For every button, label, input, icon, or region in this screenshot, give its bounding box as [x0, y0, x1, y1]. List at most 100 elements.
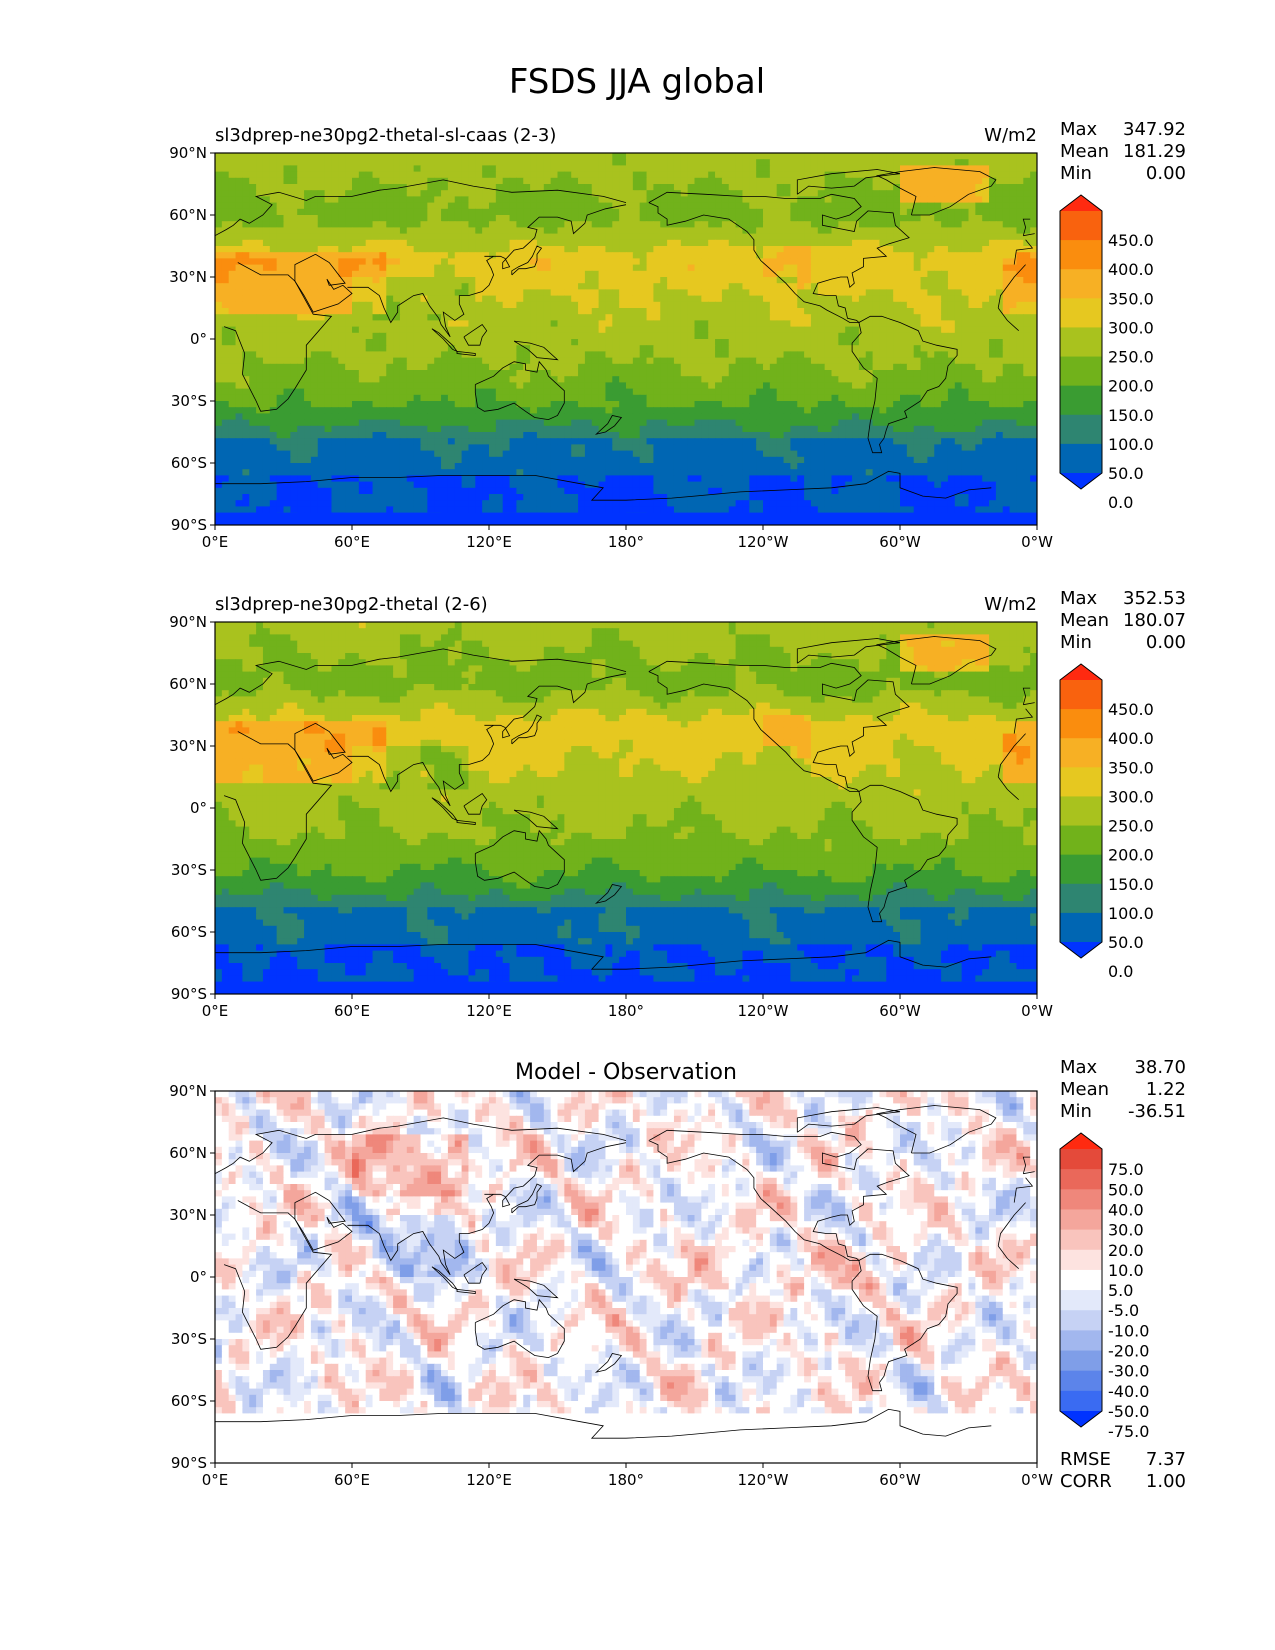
- field-cell: [454, 239, 463, 247]
- field-cell: [639, 401, 648, 408]
- field-cell: [399, 215, 408, 222]
- field-cell: [817, 246, 826, 253]
- field-cell: [1023, 289, 1031, 297]
- field-cell: [982, 215, 990, 222]
- field-cell: [927, 258, 935, 266]
- field-cell: [1030, 376, 1037, 383]
- field-cell: [954, 184, 963, 191]
- field-cell: [352, 370, 360, 377]
- field-cell: [1023, 388, 1031, 396]
- field-cell: [228, 258, 237, 266]
- field-cell: [872, 264, 881, 272]
- field-cell: [968, 202, 976, 210]
- field-cell: [427, 177, 435, 185]
- field-cell: [769, 388, 778, 396]
- field-cell: [427, 221, 435, 228]
- field-cell: [838, 190, 846, 197]
- field-cell: [797, 171, 805, 179]
- field-cell: [228, 171, 237, 179]
- field-cell: [927, 208, 935, 216]
- field-cell: [215, 308, 223, 315]
- field-cell: [1023, 159, 1031, 166]
- field-cell: [482, 351, 490, 359]
- field-cell: [920, 153, 928, 160]
- field-cell: [906, 239, 915, 247]
- field-cell: [256, 320, 264, 328]
- field-cell: [776, 308, 785, 315]
- field-cell: [735, 326, 744, 334]
- field-cell: [872, 171, 881, 179]
- field-cell: [584, 308, 593, 315]
- field-cell: [694, 401, 702, 408]
- field-cell: [578, 239, 586, 247]
- field-cell: [482, 277, 490, 284]
- field-cell: [509, 295, 517, 303]
- field-cell: [968, 345, 976, 352]
- field-cell: [632, 177, 641, 185]
- field-cell: [626, 363, 634, 371]
- field-cell: [221, 208, 230, 216]
- field-cell: [749, 376, 757, 383]
- field-cell: [619, 233, 627, 241]
- field-cell: [276, 252, 285, 259]
- field-cell: [673, 277, 682, 284]
- field-cell: [584, 196, 593, 204]
- field-cell: [673, 332, 682, 340]
- field-cell: [399, 177, 408, 185]
- field-cell: [708, 184, 716, 191]
- field-cell: [441, 332, 449, 340]
- field-cell: [1002, 208, 1011, 216]
- field-cell: [427, 363, 435, 371]
- field-cell: [420, 283, 428, 290]
- field-cell: [673, 283, 682, 290]
- field-cell: [413, 184, 422, 191]
- field-cell: [571, 196, 579, 204]
- field-cell: [865, 332, 874, 340]
- field-cell: [584, 258, 593, 266]
- field-cell: [434, 227, 442, 235]
- field-cell: [1016, 308, 1024, 315]
- field-cell: [447, 320, 456, 328]
- field-cell: [790, 357, 798, 365]
- field-cell: [235, 227, 243, 235]
- field-cell: [756, 345, 764, 352]
- field-cell: [694, 320, 702, 328]
- field-cell: [427, 345, 435, 352]
- field-cell: [352, 351, 360, 359]
- field-cell: [427, 370, 435, 377]
- field-cell: [838, 376, 846, 383]
- field-cell: [406, 153, 415, 160]
- field-cell: [626, 370, 634, 377]
- field-cell: [276, 301, 285, 309]
- field-cell: [441, 351, 449, 359]
- field-cell: [235, 376, 243, 383]
- field-cell: [612, 177, 620, 185]
- field-cell: [721, 208, 730, 216]
- field-cell: [564, 326, 572, 334]
- field-cell: [358, 159, 367, 166]
- field-cell: [509, 221, 517, 228]
- field-cell: [420, 221, 428, 228]
- field-cell: [673, 208, 682, 216]
- field-cell: [680, 190, 689, 197]
- field-cell: [461, 357, 470, 365]
- field-cell: [715, 208, 723, 216]
- field-cell: [708, 320, 716, 328]
- field-cell: [317, 314, 326, 321]
- field-cell: [393, 370, 401, 377]
- field-cell: [790, 326, 798, 334]
- field-cell: [673, 370, 682, 377]
- field-cell: [331, 332, 339, 340]
- field-cell: [639, 382, 648, 390]
- field-cell: [1023, 177, 1031, 185]
- field-cell: [804, 208, 812, 216]
- field-cell: [290, 326, 298, 334]
- field-cell: [221, 196, 230, 204]
- field-cell: [516, 357, 524, 365]
- field-cell: [242, 159, 250, 166]
- field-cell: [221, 171, 230, 179]
- field-cell: [564, 208, 572, 216]
- field-cell: [694, 171, 702, 179]
- field-cell: [543, 283, 552, 290]
- field-cell: [386, 171, 394, 179]
